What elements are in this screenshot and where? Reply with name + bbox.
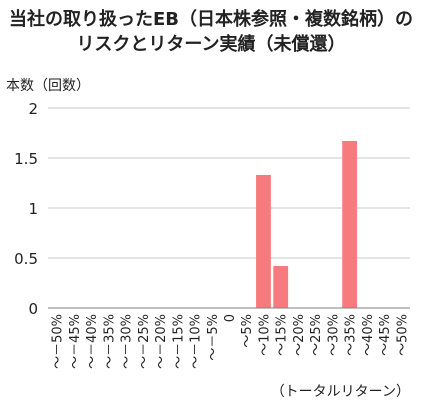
x-tick-label: ～25%: [309, 314, 324, 356]
x-tick-label: ～20%: [292, 314, 307, 356]
x-tick-label: ～30%: [326, 314, 341, 356]
x-tick-label: ～40%: [361, 314, 376, 356]
chart-title-line-1: 当社の取り扱ったEB（日本株参照・複数銘柄）の: [8, 9, 413, 30]
y-tick-label: 1.5: [14, 150, 38, 168]
x-tick-label: ～－30%: [120, 314, 135, 369]
bar: [342, 141, 358, 308]
bar: [256, 175, 271, 308]
x-tick-label: ～5%: [240, 314, 255, 348]
x-tick-label: ～－25%: [137, 314, 152, 369]
x-tick-label: ～－10%: [189, 314, 204, 369]
y-tick-label: 0.5: [14, 250, 38, 268]
x-tick-label: ～－5%: [206, 314, 221, 361]
chart-title-line-2: リスクとリターン実績（未償還）: [76, 34, 346, 55]
x-tick-label: ～50%: [395, 314, 410, 356]
y-tick-label: 2: [28, 100, 38, 118]
x-tick-label: ～－35%: [102, 314, 117, 369]
x-tick-label: ～－40%: [85, 314, 100, 369]
y-tick-label: 1: [28, 200, 38, 218]
x-tick-label: ～－50%: [51, 314, 66, 369]
x-tick-label: ～10%: [257, 314, 272, 356]
x-axis-label: （トータルリターン）: [271, 384, 410, 400]
bar: [273, 266, 289, 308]
y-tick-label: 0: [28, 300, 38, 318]
x-tick-label: 0: [223, 314, 238, 322]
x-tick-label: ～－45%: [68, 314, 83, 369]
x-tick-label: ～15%: [275, 314, 290, 356]
y-axis-label: 本数（回数）: [6, 78, 90, 94]
x-tick-label: ～－20%: [154, 314, 169, 369]
x-tick-label: ～－15%: [171, 314, 186, 369]
x-tick-label: ～35%: [344, 314, 359, 356]
x-tick-label: ～45%: [378, 314, 393, 356]
